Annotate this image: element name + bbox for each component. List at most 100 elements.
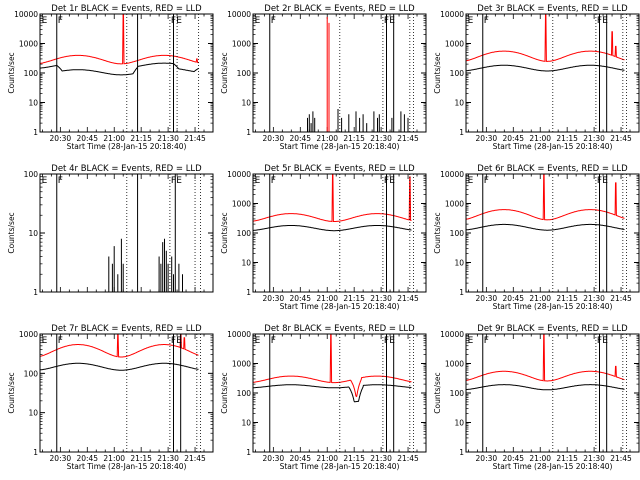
panel-title: Det 5r BLACK = Events, RED = LLD <box>264 164 415 174</box>
y-tick-label: 10 <box>28 409 38 418</box>
x-tick-label: 21:15 <box>130 134 152 143</box>
x-tick-label: 21:30 <box>583 454 605 463</box>
panel-title: Det 3r BLACK = Events, RED = LLD <box>477 4 628 14</box>
x-tick-label: 20:45 <box>76 454 98 463</box>
y-tick-label: 1 <box>459 288 464 297</box>
y-tick-label: 100 <box>237 389 252 398</box>
marker-flag-label: E <box>389 336 395 346</box>
y-tick-label: 10 <box>454 99 464 108</box>
x-tick-label: 21:15 <box>343 294 365 303</box>
plot-frame <box>39 173 214 293</box>
y-tick-label: 10000 <box>440 330 464 339</box>
x-tick-label: 21:00 <box>103 134 125 143</box>
y-tick-label: 10 <box>241 259 251 268</box>
series-line-lld <box>326 16 330 132</box>
y-tick-label: 10 <box>241 419 251 428</box>
x-tick-label: 21:15 <box>130 454 152 463</box>
y-tick-label: 1000 <box>445 200 464 209</box>
panel-title: Det 9r BLACK = Events, RED = LLD <box>477 324 628 334</box>
x-axis-title: Start Time (28-Jan-15 20:18:40) <box>493 462 613 471</box>
y-tick-label: 1 <box>33 128 38 137</box>
x-tick-label: 21:30 <box>157 134 179 143</box>
y-tick-label: 10000 <box>227 330 251 339</box>
panel-det5: Det 5r BLACK = Events, RED = LLD 1 10 100 10… <box>220 164 427 311</box>
plot-frame <box>252 333 427 453</box>
marker-flag-label: F <box>484 16 489 26</box>
series-line-events <box>40 362 199 371</box>
x-tick-label: 20:45 <box>502 294 524 303</box>
y-tick-label: 1 <box>246 128 251 137</box>
panel-title: Det 1r BLACK = Events, RED = LLD <box>51 4 202 14</box>
x-tick-label: 20:45 <box>502 454 524 463</box>
x-tick-label: 20:45 <box>289 134 311 143</box>
x-tick-label: 21:45 <box>397 294 419 303</box>
y-tick-label: 1 <box>246 288 251 297</box>
y-tick-label: 1000 <box>232 40 251 49</box>
marker-flag-label: F <box>58 336 63 346</box>
marker-flag-label: E <box>176 176 182 186</box>
panel-det7: Det 7r BLACK = Events, RED = LLD 1 10 100 10… <box>7 324 214 471</box>
y-tick-label: 1 <box>459 448 464 457</box>
y-tick-label: 1 <box>459 128 464 137</box>
y-axis-title: Counts/sec <box>7 52 16 93</box>
plot-frame <box>39 333 214 453</box>
series-line-lld <box>39 13 199 65</box>
marker-flag-label: E <box>389 16 395 26</box>
panel-det1: Det 1r BLACK = Events, RED = LLD 1 10 100 10… <box>7 4 214 151</box>
panel-det9: Det 9r BLACK = Events, RED = LLD 1 10 100 10… <box>433 324 640 471</box>
series-line-lld <box>253 333 412 398</box>
series-line-lld <box>39 333 199 358</box>
x-axis-title: Start Time (28-Jan-15 20:18:40) <box>280 142 400 151</box>
x-tick-label: 21:30 <box>370 454 392 463</box>
y-tick-label: 10 <box>28 99 38 108</box>
marker-flag-label: F <box>597 16 602 26</box>
marker-flag-label: F <box>384 336 389 346</box>
marker-flag-label: E <box>42 336 48 346</box>
x-tick-label: 21:15 <box>556 294 578 303</box>
x-tick-label: 20:30 <box>263 454 285 463</box>
x-tick-label: 21:45 <box>397 134 419 143</box>
y-tick-label: 1000 <box>19 40 38 49</box>
x-axis-title: Start Time (28-Jan-15 20:18:40) <box>280 302 400 311</box>
x-tick-label: 21:00 <box>529 454 551 463</box>
y-tick-label: 100 <box>450 229 465 238</box>
plot-frame <box>252 13 427 133</box>
marker-flag-label: E <box>602 176 608 186</box>
marker-flag-label: E <box>42 16 48 26</box>
y-tick-label: 10 <box>454 259 464 268</box>
y-tick-label: 1 <box>33 288 38 297</box>
series-line-events <box>466 384 625 391</box>
marker-flag-label: F <box>384 176 389 186</box>
y-tick-label: 100 <box>24 170 39 179</box>
marker-flag-label: E <box>602 336 608 346</box>
x-tick-label: 20:45 <box>502 134 524 143</box>
y-tick-label: 100 <box>24 369 39 378</box>
x-tick-label: 21:00 <box>316 134 338 143</box>
y-axis-title: Counts/sec <box>433 52 442 93</box>
marker-flag-label: E <box>468 336 474 346</box>
series-line-lld <box>465 173 625 221</box>
marker-flag-label: F <box>58 16 63 26</box>
y-tick-label: 10000 <box>227 10 251 19</box>
y-tick-label: 10000 <box>440 170 464 179</box>
marker-flag-label: E <box>602 16 608 26</box>
plot-frame <box>465 333 640 453</box>
marker-flag-label: F <box>171 176 176 186</box>
x-tick-label: 20:45 <box>289 454 311 463</box>
x-tick-label: 21:15 <box>556 454 578 463</box>
marker-flag-label: E <box>176 336 182 346</box>
marker-flag-label: E <box>468 176 474 186</box>
y-tick-label: 10000 <box>227 170 251 179</box>
x-tick-label: 21:45 <box>184 454 206 463</box>
x-tick-label: 21:15 <box>556 134 578 143</box>
y-axis-title: Counts/sec <box>7 212 16 253</box>
x-tick-label: 21:45 <box>610 134 632 143</box>
x-tick-label: 20:30 <box>476 454 498 463</box>
x-tick-label: 21:00 <box>316 454 338 463</box>
x-tick-label: 21:30 <box>583 294 605 303</box>
panel-title: Det 7r BLACK = Events, RED = LLD <box>51 324 202 334</box>
x-tick-label: 21:45 <box>184 134 206 143</box>
y-tick-label: 1000 <box>232 360 251 369</box>
y-tick-label: 1 <box>33 448 38 457</box>
series-line-events <box>253 225 412 232</box>
